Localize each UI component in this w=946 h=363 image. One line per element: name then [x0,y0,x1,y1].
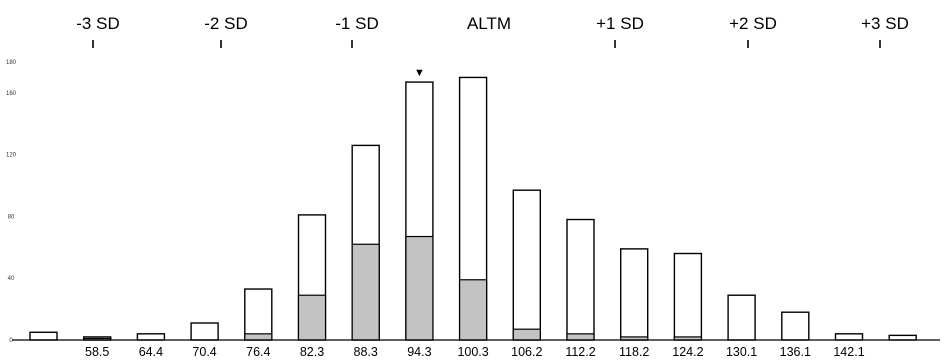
sd-marker-label: -3 SD [76,14,119,33]
x-axis: 58.5 64.4 70.4 76.4 82.3 88.3 94.3 100.3 106.2 11… [12,339,940,359]
y-axis: 0 40 80 120 160 180 [6,60,17,344]
bar-total-13 [727,294,756,341]
y-tick-label: 0 [9,338,13,344]
x-tick-label: 94.3 [407,345,431,359]
sd-marker-label: +1 SD [596,14,644,33]
bar-total-14 [781,311,810,341]
y-tick-label: 180 [6,60,17,66]
y-tick-label: 40 [8,276,15,282]
bar-total-16 [888,334,917,341]
x-tick-label: 118.2 [619,345,649,359]
bar-total-9 [512,189,541,341]
bar-subset-5 [297,294,327,341]
bar-subset-7 [405,235,434,341]
sd-marker-label: ALTM [467,14,511,33]
bars: ▼ [29,67,917,341]
y-tick-label: 80 [8,214,15,220]
bar-total-4 [244,288,273,341]
x-tick-label: 106.2 [511,345,542,359]
bar-subset-8 [459,279,488,341]
bar-total-3 [190,322,219,341]
x-tick-label: 82.3 [300,345,324,359]
x-tick-label: 130.1 [726,345,757,359]
x-tick-label: 100.3 [457,345,488,359]
bar-total-12 [673,252,703,341]
bar-subset-10 [566,333,595,341]
bar-total-10 [566,218,595,341]
bar-total-2 [136,333,166,341]
x-tick-label: 70.4 [192,345,216,359]
sd-marker-label: -1 SD [335,14,378,33]
x-tick-label: 76.4 [246,345,270,359]
bar-subset-4 [244,333,273,341]
bar-subset-9 [512,328,541,341]
sd-marker-label: +2 SD [729,14,777,33]
x-tick-label: 124.2 [672,345,703,359]
bar-total-0 [29,331,58,341]
sd-marker-label: -2 SD [204,14,247,33]
x-tick-label: 136.1 [780,345,811,359]
x-tick-label: 88.3 [354,345,378,359]
bar-total-15 [834,333,864,341]
highlight-marker-icon: ▼ [414,67,425,79]
x-tick-label: 58.5 [85,345,109,359]
x-tick-label: 142.1 [833,345,864,359]
sd-marker-label: +3 SD [861,14,909,33]
bar-total-11 [620,248,649,341]
x-tick-label: 64.4 [139,345,163,359]
sd-markers: -3 SD -2 SD -1 SD ALTM +1 SD +2 SD +3 SD [76,14,909,48]
y-tick-label: 160 [6,91,17,97]
y-tick-label: 120 [6,153,17,159]
bar-subset-6 [351,243,380,341]
x-tick-label: 112.2 [565,345,595,359]
